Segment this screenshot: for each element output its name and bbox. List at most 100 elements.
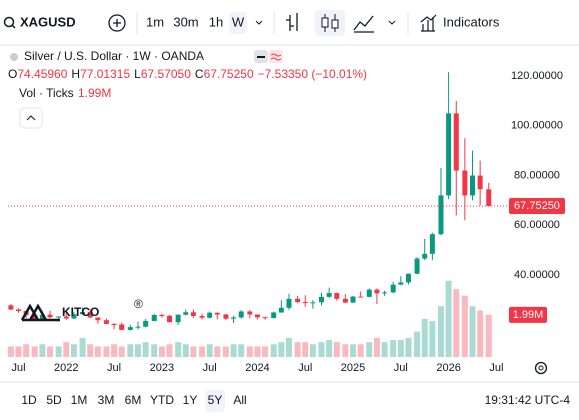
range[interactable]: 5Y xyxy=(208,393,223,407)
volume-bar xyxy=(453,289,460,357)
range[interactable]: 3M xyxy=(98,393,115,407)
candle-body xyxy=(167,315,173,323)
volume-bar xyxy=(63,342,70,357)
candle-body xyxy=(254,314,260,318)
x-tick-label: 2024 xyxy=(245,362,269,374)
candle-icon xyxy=(331,19,339,29)
watermark: KITCO xyxy=(62,305,99,319)
volume-label: 1.99M xyxy=(513,309,544,321)
add-symbol[interactable] xyxy=(108,14,126,32)
candle-body xyxy=(56,316,62,318)
price-label: 67.75250 xyxy=(514,200,560,212)
candle-body xyxy=(32,314,38,320)
x-tick-label: 2025 xyxy=(341,362,365,374)
candle-body xyxy=(71,314,77,319)
chevron[interactable] xyxy=(388,20,396,25)
volume-bar xyxy=(414,331,421,357)
candle-body xyxy=(238,311,244,318)
volume-bar xyxy=(230,344,237,357)
volume-bar xyxy=(373,337,380,357)
volume-bar xyxy=(175,342,182,357)
search-icon[interactable] xyxy=(3,16,15,28)
volume-bar xyxy=(357,344,364,357)
interval[interactable]: 1m xyxy=(146,14,164,29)
symbol[interactable]: XAGUSD xyxy=(20,14,76,29)
ohlc-part: C xyxy=(195,67,204,81)
y-tick-label: 100.00000 xyxy=(511,120,563,132)
candle-body xyxy=(286,298,292,308)
volume-bar xyxy=(421,318,428,357)
candle-body xyxy=(63,316,69,319)
area-icon[interactable] xyxy=(353,15,374,33)
x-tick-label: Jul xyxy=(11,362,25,374)
candle-body xyxy=(159,314,165,316)
active-style[interactable] xyxy=(315,10,345,36)
candle-body xyxy=(80,312,86,315)
volume-bar xyxy=(294,342,301,357)
volume-bar xyxy=(31,346,38,357)
badge xyxy=(269,50,283,63)
x-tick-label: 2022 xyxy=(54,362,78,374)
range[interactable]: 6M xyxy=(125,393,142,407)
candle-body xyxy=(183,312,189,315)
bar-style-icon[interactable] xyxy=(286,13,298,31)
volume-title: Vol · Ticks xyxy=(19,86,74,100)
collapse-button[interactable] xyxy=(19,107,43,129)
candle-body xyxy=(143,320,149,327)
candle-body xyxy=(429,234,435,254)
price-label-bg xyxy=(509,197,565,214)
candle-body xyxy=(262,317,268,319)
volume-bar xyxy=(333,342,340,357)
candle-body xyxy=(382,292,388,294)
candle-body xyxy=(135,326,141,328)
volume-bar xyxy=(366,342,373,357)
volume-bar xyxy=(405,337,412,357)
candle-body xyxy=(47,314,53,318)
candle-body xyxy=(16,309,22,312)
candle-body xyxy=(271,312,277,318)
candle-body xyxy=(199,315,205,318)
interval[interactable]: W xyxy=(232,14,245,29)
volume-bar xyxy=(79,337,86,357)
candle-body xyxy=(318,296,324,303)
volume-bar xyxy=(278,342,285,357)
candle-body xyxy=(103,320,109,324)
x-tick-label: 2026 xyxy=(436,362,460,374)
interval[interactable]: 1h xyxy=(209,14,223,29)
chevron[interactable] xyxy=(255,20,263,25)
volume-bar xyxy=(182,344,189,357)
candle-body xyxy=(334,293,340,299)
range[interactable]: 1Y xyxy=(183,393,198,407)
x-tick-label: Jul xyxy=(394,362,408,374)
range[interactable]: 1D xyxy=(21,393,37,407)
range[interactable]: 5D xyxy=(46,393,62,407)
range[interactable]: 1M xyxy=(71,393,88,407)
volume-bar xyxy=(238,344,245,357)
x-tick-label: Jul xyxy=(489,362,503,374)
search-icon xyxy=(11,24,16,29)
indicators-icon[interactable] xyxy=(420,14,437,32)
candle-body xyxy=(366,289,372,297)
candle-body xyxy=(223,314,229,319)
candle-body xyxy=(310,302,316,304)
volume-bar xyxy=(15,346,22,357)
interval[interactable]: 30m xyxy=(173,14,198,29)
range[interactable]: YTD xyxy=(150,393,174,407)
ohlc-part: L xyxy=(134,67,141,81)
symbol-logo xyxy=(10,53,18,61)
candle-icon xyxy=(321,17,329,28)
volume-bar xyxy=(39,344,46,357)
candle-body xyxy=(462,170,468,196)
indicators-button[interactable]: Indicators xyxy=(443,14,500,29)
candle-body xyxy=(390,284,396,293)
volume-value: 1.99M xyxy=(78,86,111,100)
range[interactable]: All xyxy=(233,393,246,407)
settings-icon[interactable] xyxy=(534,361,548,375)
ohlc-part: 67.57050 xyxy=(141,67,191,81)
volume-bar xyxy=(445,280,452,357)
candle-body xyxy=(477,175,483,190)
candle-body xyxy=(190,312,196,316)
volume-bar xyxy=(429,321,436,357)
